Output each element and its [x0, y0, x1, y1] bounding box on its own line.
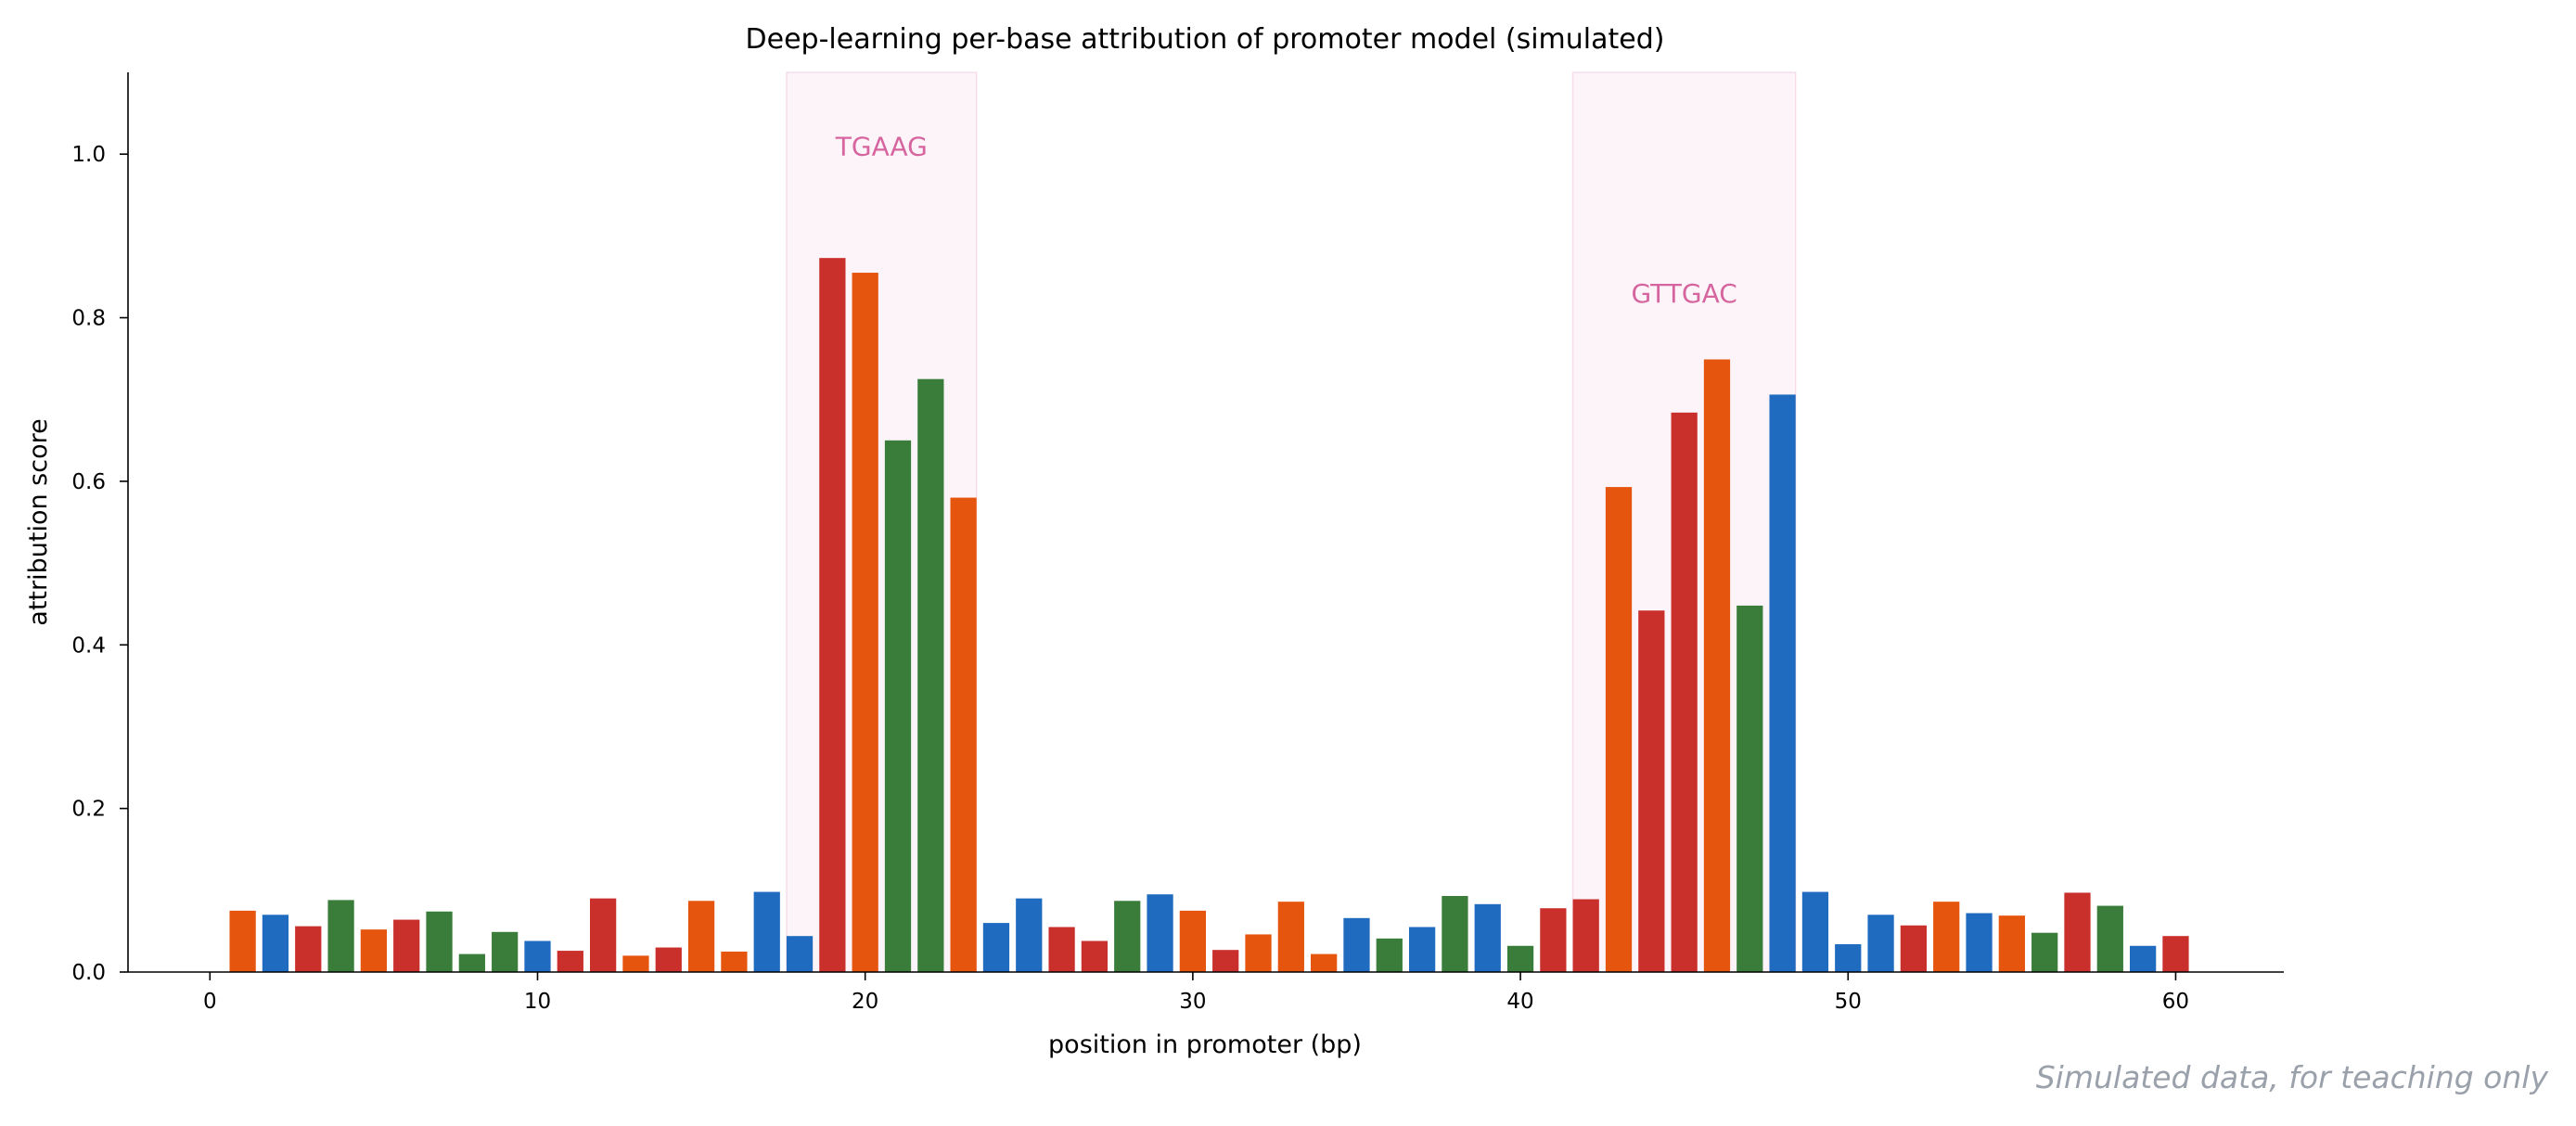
- bar-pos-42: [1572, 899, 1599, 972]
- bar-pos-13: [622, 955, 649, 972]
- motif-label-2: GTTGAC: [1631, 278, 1737, 309]
- bar-pos-18: [786, 936, 814, 972]
- bar-pos-36: [1376, 938, 1403, 972]
- bar-pos-45: [1671, 412, 1698, 972]
- bar-pos-40: [1506, 945, 1534, 972]
- x-tick-label-20: 20: [852, 990, 878, 1014]
- bar-pos-50: [1835, 944, 1862, 972]
- x-tick-label-10: 10: [524, 990, 551, 1014]
- bar-pos-15: [687, 901, 715, 972]
- bar-pos-35: [1343, 917, 1370, 972]
- bar-pos-55: [1998, 915, 2025, 972]
- bar-pos-27: [1081, 940, 1109, 972]
- bar-pos-32: [1245, 934, 1272, 972]
- motif-band-1: [786, 71, 978, 973]
- bar-pos-6: [393, 919, 420, 972]
- bar-pos-51: [1867, 915, 1894, 972]
- bar-pos-41: [1540, 908, 1567, 972]
- bar-pos-29: [1147, 894, 1173, 972]
- bar-pos-38: [1442, 895, 1468, 972]
- simulated-data-note: Simulated data, for teaching only: [2035, 1059, 2548, 1095]
- bar-pos-19: [819, 258, 846, 972]
- x-tick-label-30: 30: [1179, 990, 1206, 1014]
- bar-pos-14: [655, 947, 682, 972]
- bar-series: [229, 258, 2189, 973]
- x-tick-label-40: 40: [1506, 990, 1533, 1014]
- bar-pos-3: [295, 926, 322, 972]
- bar-pos-58: [2096, 905, 2123, 972]
- bar-pos-56: [2031, 932, 2058, 972]
- bar-pos-44: [1638, 610, 1665, 972]
- bar-pos-28: [1114, 901, 1141, 972]
- bar-pos-59: [2130, 945, 2157, 972]
- bar-pos-31: [1212, 950, 1239, 972]
- y-tick-label-0.4: 0.4: [71, 633, 106, 658]
- bar-pos-47: [1737, 605, 1763, 972]
- bar-pos-60: [2162, 936, 2189, 972]
- bar-pos-39: [1474, 903, 1501, 972]
- motif-label-1: TGAAG: [835, 131, 928, 161]
- bar-pos-53: [1933, 902, 1960, 972]
- bar-pos-12: [590, 898, 617, 972]
- bar-pos-2: [262, 915, 289, 972]
- x-tick-label-60: 60: [2162, 990, 2189, 1014]
- bar-pos-43: [1605, 487, 1633, 972]
- bar-pos-34: [1311, 953, 1338, 972]
- y-tick-label-0.2: 0.2: [71, 798, 106, 822]
- bar-pos-1: [229, 910, 256, 972]
- x-tick-label-50: 50: [1835, 990, 1862, 1014]
- bar-pos-23: [950, 497, 977, 972]
- y-axis-label: attribution score: [24, 418, 53, 625]
- axes: [127, 72, 2284, 973]
- chart-title: Deep-learning per-base attribution of pr…: [746, 23, 1665, 56]
- y-tick-label-0.8: 0.8: [71, 307, 106, 331]
- bar-pos-24: [982, 923, 1010, 972]
- bar-pos-22: [917, 378, 944, 972]
- y-tick-label-0.0: 0.0: [71, 961, 106, 985]
- x-ticks: 0 10 20 30 40 50 60: [203, 972, 2189, 1014]
- bar-pos-49: [1801, 891, 1829, 972]
- bar-pos-16: [721, 951, 748, 972]
- bar-pos-4: [327, 900, 354, 972]
- bar-pos-8: [458, 953, 485, 972]
- bar-pos-17: [753, 891, 780, 972]
- bar-pos-26: [1048, 927, 1075, 972]
- bar-pos-5: [360, 929, 388, 972]
- bar-pos-54: [1966, 913, 1993, 972]
- bar-pos-37: [1408, 927, 1436, 972]
- bar-pos-20: [852, 273, 878, 973]
- bar-pos-33: [1277, 902, 1304, 972]
- y-tick-label-1.0: 1.0: [71, 143, 106, 167]
- bar-pos-7: [426, 911, 453, 972]
- bar-pos-25: [1016, 898, 1043, 972]
- bar-pos-52: [1900, 925, 1928, 972]
- bar-pos-11: [557, 951, 583, 972]
- bar-pos-57: [2064, 892, 2091, 972]
- bar-pos-30: [1179, 910, 1206, 972]
- bar-pos-48: [1769, 394, 1796, 972]
- y-ticks: 0.0 0.2 0.4 0.6 0.8 1.0: [71, 143, 128, 985]
- bar-pos-10: [524, 940, 551, 972]
- y-tick-label-0.6: 0.6: [71, 470, 106, 494]
- bar-pos-46: [1703, 359, 1731, 972]
- bar-pos-21: [884, 440, 912, 972]
- x-tick-label-0: 0: [203, 990, 217, 1014]
- x-axis-label: position in promoter (bp): [1048, 1030, 1362, 1059]
- bar-pos-9: [492, 931, 519, 972]
